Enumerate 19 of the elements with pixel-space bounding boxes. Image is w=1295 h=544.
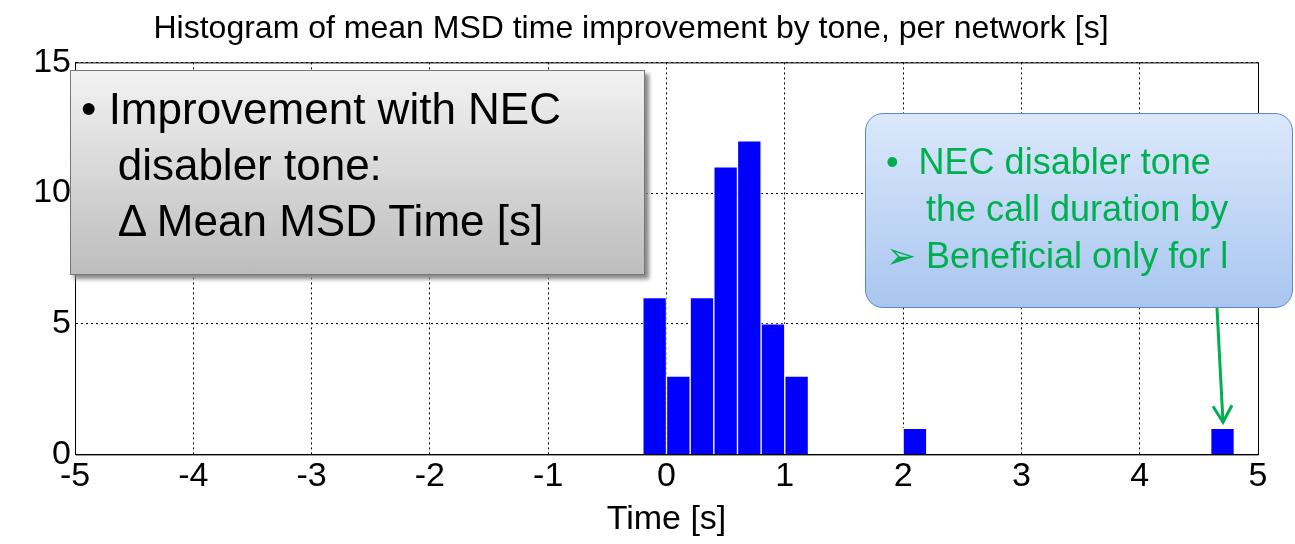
annotation: • Improvement with NEC disabler tone: Δ Mean MSD Time [s] (81, 84, 561, 245)
x-tick-label: 5 (1248, 455, 1268, 494)
x-tick-label: 3 (1011, 455, 1031, 494)
x-tick-label: 1 (775, 455, 795, 494)
y-tick-label: 5 (52, 302, 71, 341)
x-tick-label: 4 (1130, 455, 1150, 494)
y-tick-label: 15 (33, 40, 71, 79)
chart-title: Histogram of mean MSD time improvement by tone, per network [s] (153, 9, 1109, 46)
x-tick-label: -2 (414, 455, 446, 494)
x-tick-label: -1 (533, 455, 564, 494)
callout-box: • NEC disabler tone the call duration by ➢ Beneficial only for l (865, 113, 1293, 308)
x-tick-label: 2 (893, 455, 913, 494)
y-tick-label: 10 (33, 171, 71, 210)
x-tick-label: -3 (296, 455, 327, 494)
x-axis-title: Time [s] (606, 497, 727, 536)
x-tick-label: 0 (657, 455, 676, 494)
x-tick-label: -4 (178, 455, 209, 494)
note-box: • Improvement with NEC disabler tone: Δ Mean MSD Time [s] (70, 70, 645, 275)
annotation: • NEC disabler tone the call duration by ➢ Beneficial only for l (886, 141, 1229, 276)
